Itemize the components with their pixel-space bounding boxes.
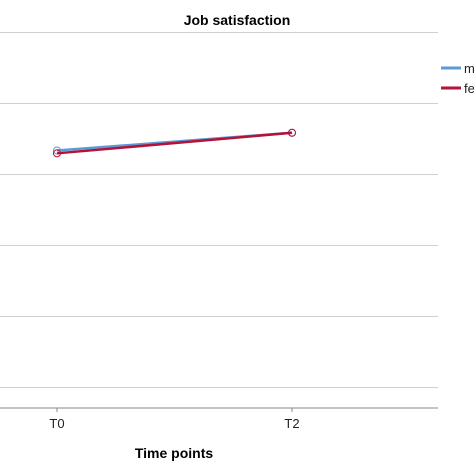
x-axis-label: Time points	[135, 445, 214, 461]
x-tick-label: T2	[284, 416, 299, 431]
legend-label: fe	[464, 81, 474, 96]
chart-title: Job satisfaction	[184, 12, 291, 28]
series-lines	[53, 128, 296, 158]
legend-label: m	[464, 61, 474, 76]
gridlines	[0, 32, 438, 388]
data-point	[288, 128, 296, 137]
data-point	[53, 146, 61, 155]
legend: m fe	[441, 61, 474, 96]
data-point	[53, 149, 61, 158]
series-line	[56, 131, 293, 155]
x-axis-ticks: T0 T2	[49, 408, 300, 431]
x-tick-label: T0	[49, 416, 64, 431]
